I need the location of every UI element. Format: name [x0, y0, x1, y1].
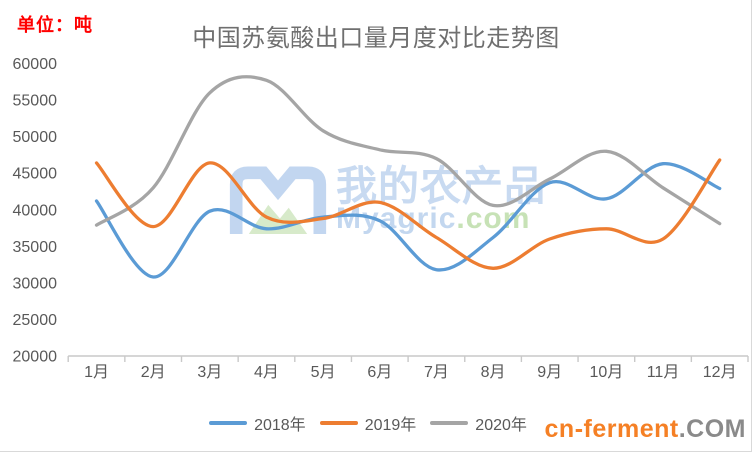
- watermark-en-suffix: .com: [456, 202, 531, 235]
- y-tick-label: 20000: [13, 349, 58, 366]
- x-tick-label: 7月: [424, 364, 449, 381]
- x-tick-label: 6月: [367, 364, 392, 381]
- x-tick-label: 11月: [647, 364, 680, 381]
- y-tick-label: 35000: [13, 239, 58, 256]
- x-tick-label: 2月: [141, 364, 166, 381]
- legend-swatch: [319, 420, 358, 426]
- x-tick-label: 1月: [84, 364, 109, 381]
- unit-label: 单位：吨: [17, 15, 93, 35]
- y-tick-label: 50000: [13, 129, 58, 146]
- legend-item-2019年: 2019年: [319, 411, 417, 435]
- x-tick-label: 3月: [197, 364, 222, 381]
- x-tick-label: 9月: [537, 364, 562, 381]
- y-tick-label: 55000: [13, 93, 58, 110]
- series-line-2020年: [94, 75, 722, 227]
- x-tick-label: 12月: [703, 364, 737, 381]
- chart-legend: 2018年 2019年 2020年: [0, 411, 736, 435]
- watermark-cn-text: 我的农产品: [336, 163, 546, 209]
- legend-label: 2018年: [254, 417, 306, 434]
- x-tick-label: 8月: [481, 364, 506, 381]
- y-tick-label: 30000: [13, 275, 58, 292]
- legend-swatch: [209, 420, 248, 426]
- site-branding: cn-ferment.COM: [545, 415, 746, 444]
- legend-item-2020年: 2020年: [430, 411, 527, 435]
- legend-swatch: [430, 420, 469, 426]
- y-tick-label: 45000: [13, 166, 58, 183]
- watermark-text: 我的农产品 Myagric.com: [336, 166, 556, 234]
- y-tick-label: 60000: [13, 56, 58, 73]
- series-line-2018年: [94, 162, 722, 279]
- chart-title: 中国苏氨酸出口量月度对比走势图: [192, 25, 560, 52]
- watermark: 我的农产品 Myagric.com: [228, 166, 556, 236]
- legend-label: 2019年: [364, 417, 417, 434]
- x-tick-label: 5月: [311, 364, 336, 381]
- series-line-2019年: [94, 158, 722, 270]
- x-tick-label: 4月: [254, 364, 279, 381]
- x-tick-label: 10月: [589, 364, 623, 381]
- legend-item-2018年: 2018年: [209, 411, 306, 435]
- y-tick-label: 40000: [13, 202, 58, 219]
- branding-suffix: .COM: [678, 415, 746, 443]
- legend-label: 2020年: [475, 417, 527, 434]
- branding-primary: cn-ferment: [544, 415, 679, 443]
- y-tick-label: 25000: [13, 312, 58, 329]
